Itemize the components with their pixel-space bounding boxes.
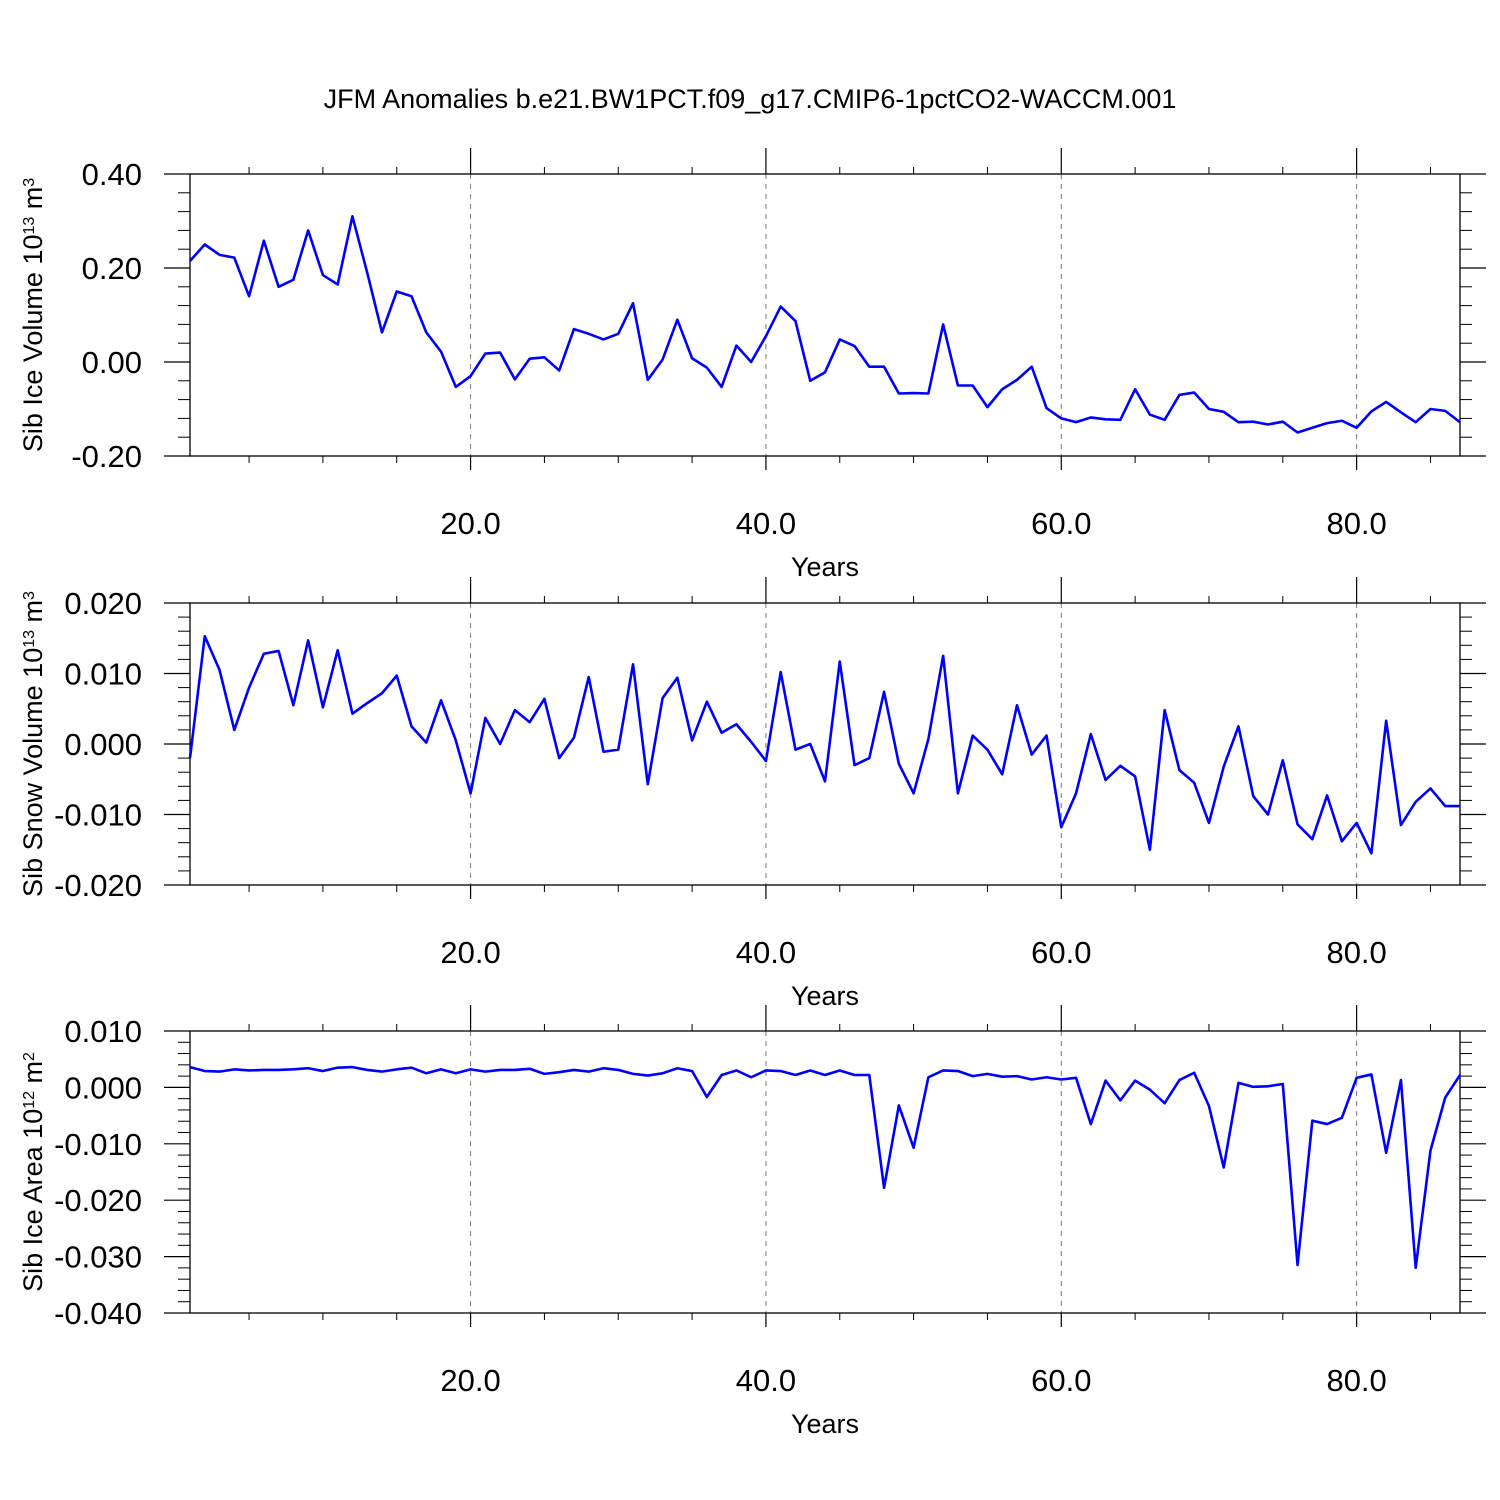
y-axis-title: Sib Ice Area 1012 m2 <box>18 1052 48 1292</box>
x-tick-label: 60.0 <box>1031 935 1091 970</box>
x-tick-label: 40.0 <box>736 935 796 970</box>
chart-panel-2: -0.020 -0.010 0.000 0.010 0.020 20.0 40.0 60.0 8… <box>18 577 1486 1011</box>
y-tick-label: -0.010 <box>54 1127 142 1162</box>
series-line <box>188 634 1460 855</box>
x-tick-label: 60.0 <box>1031 1363 1091 1398</box>
x-tick-label: 40.0 <box>736 506 796 541</box>
x-tick-label: 80.0 <box>1326 506 1386 541</box>
y-tick-label: -0.010 <box>54 798 142 833</box>
x-axis-title: Years <box>791 1409 859 1439</box>
x-axis-title: Years <box>791 981 859 1011</box>
x-tick-label: 80.0 <box>1326 935 1386 970</box>
series-line <box>189 215 1461 434</box>
y-axis-title-unit: m <box>18 187 48 217</box>
y-axis-title-unit-exponent: 3 <box>21 591 38 600</box>
y-axis-title: Sib Snow Volume 1013 m3 <box>18 591 48 897</box>
y-tick-label: 0.000 <box>64 1070 142 1105</box>
y-tick-label: -0.20 <box>71 439 142 474</box>
y-axis-title-text: Sib Snow Volume 10 <box>18 648 48 897</box>
x-tick-label: 40.0 <box>736 1363 796 1398</box>
y-axis-title-text: Sib Ice Volume 10 <box>18 235 48 453</box>
series-line <box>189 1065 1462 1270</box>
chart-panel-1: -0.20 0.00 0.20 0.40 20.0 40.0 60.0 80.0 Years Si… <box>18 148 1486 582</box>
x-tick-label: 60.0 <box>1031 506 1091 541</box>
y-tick-label: -0.020 <box>54 1183 142 1218</box>
y-axis-title-exponent: 12 <box>21 1091 38 1109</box>
plot-frame <box>189 173 1461 457</box>
y-axis-title-exponent: 13 <box>21 630 38 648</box>
plot-frame <box>189 602 1461 886</box>
y-tick-label: -0.030 <box>54 1240 142 1275</box>
y-axis-title-text: Sib Ice Area 10 <box>18 1109 48 1292</box>
y-axis-title-unit: m <box>18 600 48 630</box>
y-axis-title-unit-exponent: 2 <box>21 1052 38 1061</box>
y-tick-label: 0.010 <box>64 657 142 692</box>
x-tick-label: 80.0 <box>1326 1363 1386 1398</box>
y-tick-label: 0.00 <box>82 345 142 380</box>
y-tick-label: 0.000 <box>64 727 142 762</box>
x-tick-label: 20.0 <box>440 935 500 970</box>
y-axis-title-unit: m <box>18 1061 48 1091</box>
y-tick-label: 0.40 <box>82 157 142 192</box>
x-axis-title: Years <box>791 552 859 582</box>
chart-panel-3: -0.040 -0.030 -0.020 -0.010 0.000 0.010 20.0 40… <box>18 1005 1486 1439</box>
figure-title: JFM Anomalies b.e21.BW1PCT.f09_g17.CMIP6… <box>323 84 1177 114</box>
y-axis-title-exponent: 13 <box>21 217 38 235</box>
y-tick-label: -0.040 <box>54 1296 142 1331</box>
y-tick-label: 0.020 <box>64 586 142 621</box>
y-axis-title-unit-exponent: 3 <box>21 178 38 187</box>
y-axis-title: Sib Ice Volume 1013 m3 <box>18 178 48 452</box>
y-tick-label: 0.20 <box>82 251 142 286</box>
y-tick-label: -0.020 <box>54 868 142 903</box>
x-tick-label: 20.0 <box>440 1363 500 1398</box>
x-tick-label: 20.0 <box>440 506 500 541</box>
y-tick-label: 0.010 <box>64 1014 142 1049</box>
plot-frame <box>189 1030 1461 1314</box>
